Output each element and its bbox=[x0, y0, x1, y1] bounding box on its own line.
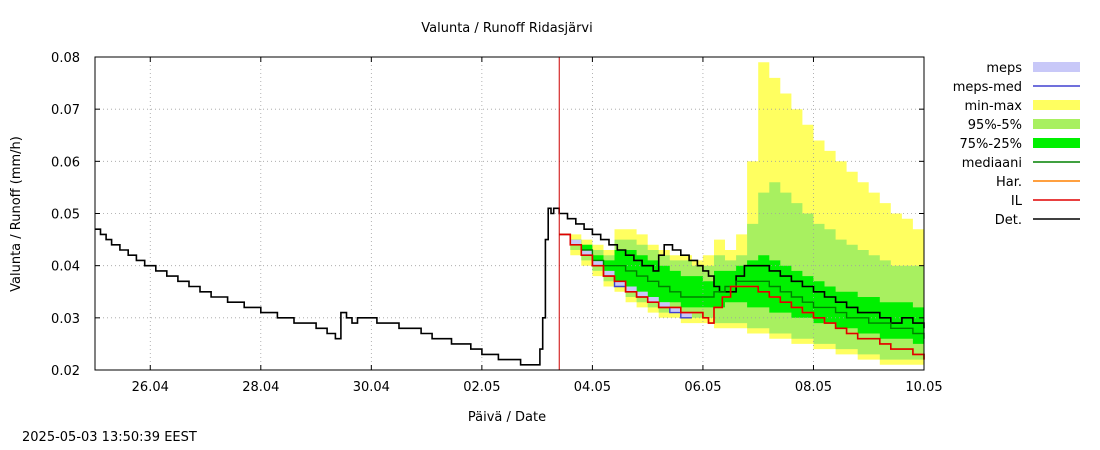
y-tick-label: 0.04 bbox=[51, 260, 80, 275]
y-tick-label: 0.02 bbox=[51, 364, 80, 379]
y-axis-label: Valunta / Runoff (mm/h) bbox=[9, 136, 24, 292]
chart-title: Valunta / Runoff Ridasjärvi bbox=[421, 21, 592, 36]
band-75-25- bbox=[559, 234, 924, 344]
x-tick-label: 08.05 bbox=[795, 380, 832, 395]
legend-label: Har. bbox=[996, 175, 1022, 190]
x-tick-label: 10.05 bbox=[905, 380, 942, 395]
legend-label: 95%-5% bbox=[968, 118, 1022, 133]
legend-swatch bbox=[1033, 119, 1080, 129]
series-line-il bbox=[559, 233, 925, 360]
legend-swatch bbox=[1033, 100, 1080, 110]
y-tick-label: 0.08 bbox=[51, 51, 80, 66]
legend-label: Det. bbox=[995, 213, 1022, 228]
axis-ticks: 26.04 28.04 30.04 02.05 04.05 06.05 08.05 10.05… bbox=[51, 51, 943, 395]
band-meps bbox=[559, 234, 692, 318]
legend-swatch bbox=[1033, 138, 1080, 148]
series-line-mediaani bbox=[559, 233, 925, 339]
x-tick-label: 28.04 bbox=[242, 380, 279, 395]
timestamp: 2025-05-03 13:50:39 EEST bbox=[22, 430, 197, 445]
legend-label: IL bbox=[1011, 194, 1023, 209]
legend-label: meps bbox=[986, 61, 1022, 76]
legend-label: 75%-25% bbox=[960, 137, 1022, 152]
x-tick-label: 30.04 bbox=[353, 380, 390, 395]
y-tick-label: 0.03 bbox=[51, 312, 80, 327]
legend-swatch bbox=[1033, 62, 1080, 72]
x-tick-label: 04.05 bbox=[574, 380, 611, 395]
x-axis-label: Päivä / Date bbox=[468, 410, 546, 425]
legend-label: meps-med bbox=[953, 80, 1022, 95]
x-tick-label: 02.05 bbox=[463, 380, 500, 395]
x-tick-label: 06.05 bbox=[684, 380, 721, 395]
y-tick-label: 0.05 bbox=[51, 208, 80, 223]
series-lines bbox=[95, 207, 925, 366]
legend-label: mediaani bbox=[962, 156, 1022, 171]
y-tick-label: 0.06 bbox=[51, 155, 80, 170]
legend: meps meps-med min-max 95%-5% 75%-25% mediaani… bbox=[953, 61, 1080, 228]
y-tick-label: 0.07 bbox=[51, 103, 80, 118]
forecast-bands bbox=[559, 62, 924, 365]
x-tick-label: 26.04 bbox=[132, 380, 169, 395]
legend-label: min-max bbox=[964, 99, 1022, 114]
series-line-det- bbox=[95, 207, 925, 366]
